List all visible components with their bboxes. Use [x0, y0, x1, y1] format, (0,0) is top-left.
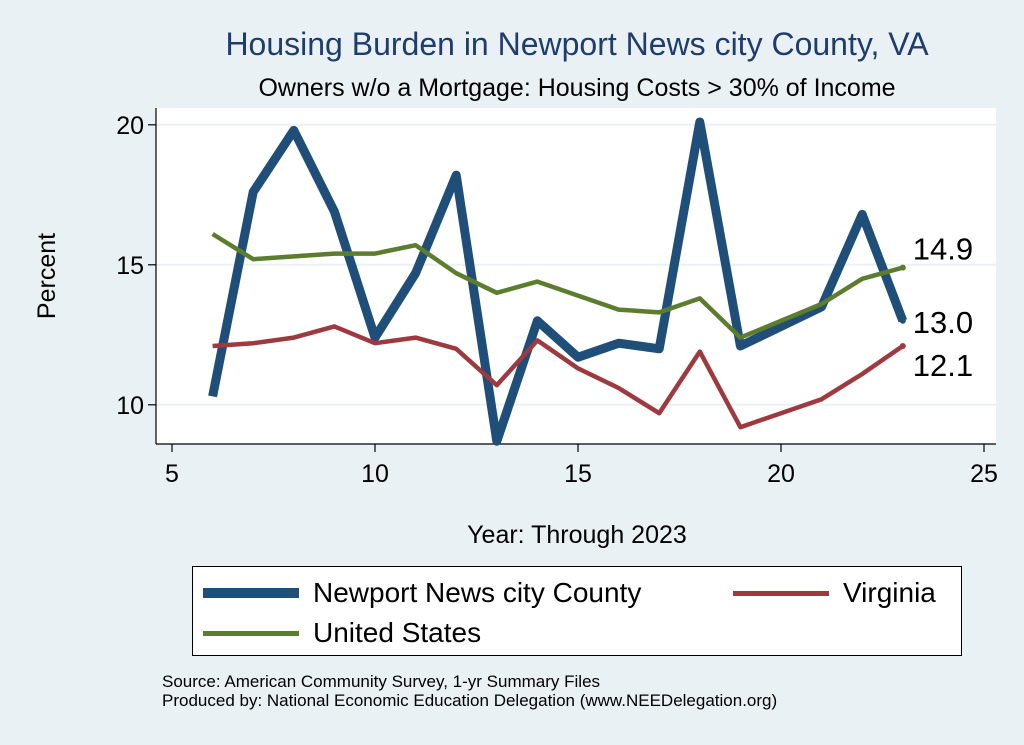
legend-item-united-states: United States: [203, 617, 481, 649]
series-end-point: [899, 317, 906, 324]
series-end-point: [899, 343, 906, 349]
y-tick-label: 15: [116, 252, 144, 280]
x-tick-label: 10: [361, 460, 389, 488]
end-labels: 14.9 13.0 12.1: [913, 232, 973, 383]
x-axis-label: Year: Through 2023: [467, 521, 687, 549]
gridlines: [156, 123, 996, 406]
chart-title: Housing Burden in Newport News city Coun…: [225, 26, 929, 62]
series-line-united-states: [211, 232, 904, 340]
legend-label-virginia: Virginia: [843, 577, 936, 608]
legend-label-newport-news: Newport News city County: [313, 577, 642, 608]
legend-swatch-united-states: [203, 630, 299, 636]
x-tick-label: 20: [767, 460, 795, 488]
series-end-point: [899, 264, 906, 271]
x-tick-label: 25: [970, 460, 998, 488]
x-tick-label: 15: [564, 460, 592, 488]
legend-swatch-newport-news: [203, 588, 299, 598]
legend: Newport News city County Virginia United…: [192, 566, 962, 656]
y-tick-label: 10: [116, 392, 144, 420]
legend-swatch-virginia: [733, 590, 829, 596]
y-tick-label: 20: [116, 112, 144, 140]
end-label: 14.9: [913, 232, 973, 267]
chart-subtitle: Owners w/o a Mortgage: Housing Costs > 3…: [258, 74, 896, 102]
legend-item-virginia: Virginia: [733, 577, 936, 609]
end-label: 13.0: [913, 305, 973, 340]
x-tick-label: 5: [165, 460, 179, 488]
produced-by-line: Produced by: National Economic Education…: [162, 691, 778, 710]
source-line: Source: American Community Survey, 1-yr …: [162, 672, 601, 691]
y-axis-label: Percent: [33, 233, 61, 319]
source-note: Source: American Community Survey, 1-yr …: [162, 672, 777, 710]
axes: 10 15 20 5 10 15 20 25: [116, 108, 998, 488]
series-line-virginia: [212, 324, 905, 430]
end-label: 12.1: [913, 348, 973, 383]
legend-label-united-states: United States: [313, 617, 482, 648]
series-lines: [208, 117, 908, 446]
legend-item-newport-news: Newport News city County: [203, 577, 641, 609]
series-line-newport-news-city-county: [208, 117, 908, 446]
plot-area: [156, 108, 996, 444]
